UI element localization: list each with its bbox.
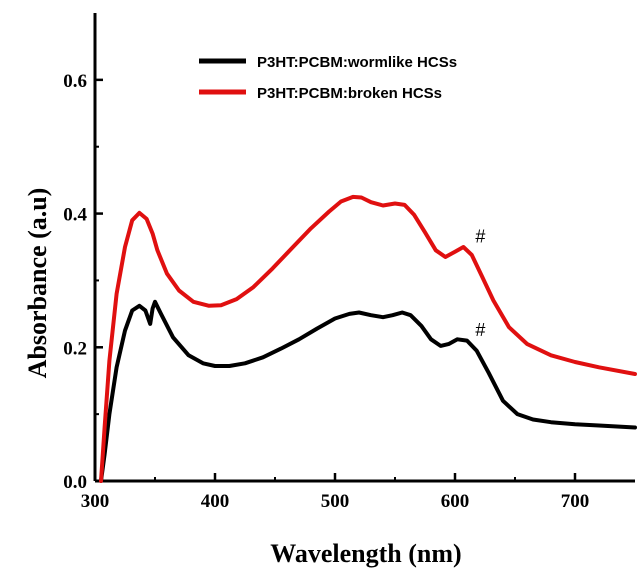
axes: 300 400 500 600 700 0.0 0.2 0.4 0.6 — [63, 13, 635, 512]
y-tick-label: 0.0 — [63, 472, 87, 493]
legend-label-wormlike: P3HT:PCBM:wormlike HCSs — [257, 54, 457, 71]
peak-marker: # — [475, 320, 485, 340]
x-axis-title: Wavelength (nm) — [270, 539, 461, 568]
peak-marker: # — [475, 226, 485, 246]
annotations: ## — [475, 226, 485, 340]
legend-label-broken: P3HT:PCBM:broken HCSs — [257, 85, 442, 102]
y-axis-title: Absorbance (a.u) — [23, 188, 52, 379]
y-tick-label: 0.4 — [63, 205, 87, 226]
legend: P3HT:PCBM:wormlike HCSs P3HT:PCBM:broken… — [199, 54, 457, 102]
y-tick-label: 0.6 — [63, 71, 87, 92]
x-tick-label: 400 — [201, 491, 230, 512]
x-tick-label: 300 — [81, 491, 110, 512]
x-tick-label: 600 — [441, 491, 470, 512]
series-line-broken — [99, 194, 637, 483]
x-tick-label: 700 — [561, 491, 590, 512]
y-tick-label: 0.2 — [63, 338, 87, 359]
series-group — [99, 194, 637, 483]
series-line-wormlike — [99, 299, 637, 483]
x-tick-label: 500 — [321, 491, 350, 512]
